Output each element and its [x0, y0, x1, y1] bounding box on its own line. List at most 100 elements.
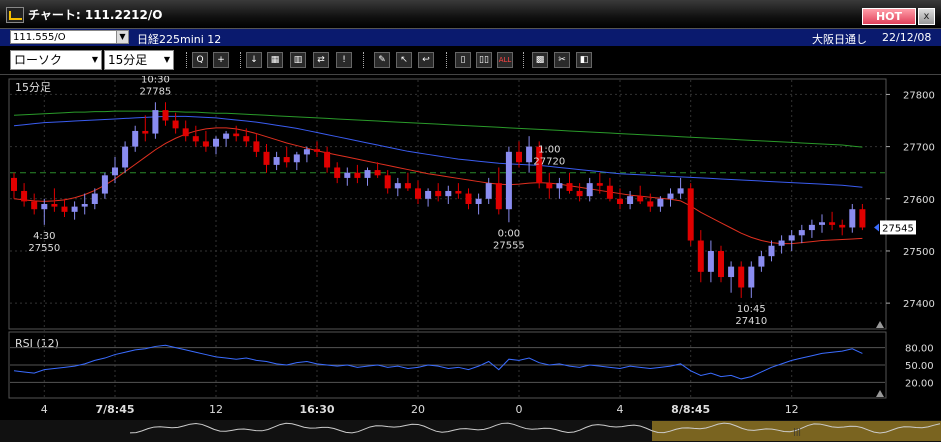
- chart-type-select[interactable]: ローソク ▼: [10, 50, 102, 70]
- candle-body: [293, 154, 300, 163]
- color-icon[interactable]: ◧: [576, 52, 592, 68]
- scroll-up-icon[interactable]: [876, 321, 884, 328]
- rsi-label: RSI (12): [15, 337, 59, 350]
- x-tick-label: 4: [617, 403, 624, 416]
- texture-icon[interactable]: ▩: [532, 52, 548, 68]
- hot-button[interactable]: HOT: [862, 8, 916, 25]
- candle-body: [253, 141, 260, 152]
- y-tick-label: 27500: [903, 247, 935, 258]
- candle-body: [707, 250, 714, 272]
- y-tick-label: 27600: [903, 195, 935, 206]
- scroll-up-icon[interactable]: [876, 390, 884, 397]
- candle-body: [112, 167, 118, 176]
- rsi-level-label: 20.00: [905, 378, 934, 389]
- candle-body: [839, 224, 846, 228]
- symbol-input[interactable]: 111.555/O: [10, 30, 128, 44]
- candle-body: [182, 128, 189, 137]
- cursor-target-icon[interactable]: ↓: [246, 52, 262, 68]
- toolbar-separator: [363, 52, 366, 68]
- x-tick-label: 20: [411, 403, 425, 416]
- timeframe-value: 15分足: [108, 53, 148, 67]
- candle-body: [526, 146, 533, 163]
- candle-body: [596, 183, 603, 186]
- candle-body: [223, 133, 230, 139]
- price-panel-frame: [8, 78, 887, 330]
- candle-body: [859, 209, 866, 228]
- candle-body: [213, 138, 219, 147]
- candle-body: [445, 190, 452, 197]
- candle-body: [808, 224, 815, 231]
- price-chart[interactable]: 15分足 RSI (12) 4:302755010:30277851:00277…: [0, 76, 941, 442]
- candle-icon[interactable]: ▯: [455, 52, 471, 68]
- wrench-icon[interactable]: ✂: [554, 52, 570, 68]
- crosshair-icon[interactable]: +: [213, 52, 229, 68]
- annotation-time: 4:30: [33, 231, 55, 242]
- candle-body: [152, 110, 159, 134]
- candle-body: [465, 193, 472, 204]
- candle-body: [687, 188, 694, 241]
- candle-body: [233, 133, 240, 137]
- annotation-price: 27720: [533, 157, 565, 168]
- candle-body: [748, 266, 755, 288]
- y-tick-label: 27700: [903, 143, 935, 154]
- candle-body: [314, 149, 320, 152]
- annotation-time: 1:00: [538, 145, 560, 156]
- candle-body: [637, 196, 644, 202]
- candle-body: [91, 193, 98, 204]
- y-tick-label: 27800: [903, 90, 935, 101]
- candle-body: [384, 175, 391, 189]
- candle-body: [536, 146, 543, 184]
- candle-body: [677, 188, 684, 194]
- candle-body: [354, 172, 361, 178]
- candle-body: [61, 206, 68, 212]
- candle-body: [71, 206, 78, 212]
- chart-toolbar: ローソク ▼ 15分足 ▼ Q + ↓ ▦ ▥ ⇄! ✎ ↖ ↩ ▯ ▯▯ ALL ▩ ✂ ◧: [0, 47, 941, 75]
- chevron-down-icon: ▼: [91, 55, 98, 64]
- candle-body: [21, 190, 28, 202]
- chevron-down-icon: ▼: [163, 55, 170, 64]
- current-price-box: [880, 220, 916, 235]
- current-price-label: 27545: [882, 223, 914, 234]
- all-icon[interactable]: ALL: [497, 52, 513, 68]
- candle-body: [657, 198, 664, 207]
- candle-body: [617, 198, 623, 204]
- select-arrow-icon[interactable]: ↖: [396, 52, 412, 68]
- candle-body: [31, 201, 38, 210]
- candle-body: [788, 235, 795, 241]
- window-titlebar[interactable]: チャート: 111.2212/O HOT x: [0, 0, 941, 29]
- chart-calendar-icon[interactable]: ▦: [267, 52, 283, 68]
- timeframe-select[interactable]: 15分足 ▼: [104, 50, 174, 70]
- candle-body: [344, 172, 351, 178]
- candle-body: [627, 196, 634, 204]
- scrollbar-grip-icon[interactable]: |||: [793, 427, 801, 436]
- symbol-info-bar: 111.555/O ▼ 日経225mini 12 大阪日通し 22/12/08: [0, 29, 941, 46]
- pencil-icon[interactable]: ✎: [374, 52, 390, 68]
- date-label: 22/12/08: [882, 31, 932, 44]
- return-arrow-icon[interactable]: ↩: [418, 52, 434, 68]
- annotation-time: 10:30: [141, 76, 170, 85]
- candle-body: [586, 183, 593, 197]
- toolbar-separator: [523, 52, 526, 68]
- scrollbar-thumb[interactable]: [652, 421, 941, 441]
- warning-icon[interactable]: !: [336, 52, 352, 68]
- current-price-arrow-icon: [874, 223, 879, 232]
- x-tick-label: 16:30: [299, 403, 334, 416]
- overview-sparkline: [129, 422, 941, 434]
- candle-body: [485, 183, 492, 199]
- rsi-line: [13, 344, 863, 380]
- candle-body: [142, 130, 149, 134]
- toolbar-separator: [240, 52, 243, 68]
- zoom-icon[interactable]: Q: [192, 52, 208, 68]
- x-tick-label: 4: [41, 403, 48, 416]
- candle-body: [819, 222, 825, 225]
- candle-body: [697, 240, 704, 272]
- symbol-dropdown-button[interactable]: ▼: [116, 30, 129, 44]
- scale-icon[interactable]: ⇄: [313, 52, 329, 68]
- close-button[interactable]: x: [918, 8, 935, 25]
- annotation-price: 27555: [493, 240, 525, 251]
- indicator-bars-icon[interactable]: ▥: [290, 52, 306, 68]
- rsi-level-label: 80.00: [905, 344, 934, 355]
- candle-pair-icon[interactable]: ▯▯: [476, 52, 492, 68]
- annotation-price: 27785: [139, 86, 171, 97]
- candle-body: [516, 151, 522, 163]
